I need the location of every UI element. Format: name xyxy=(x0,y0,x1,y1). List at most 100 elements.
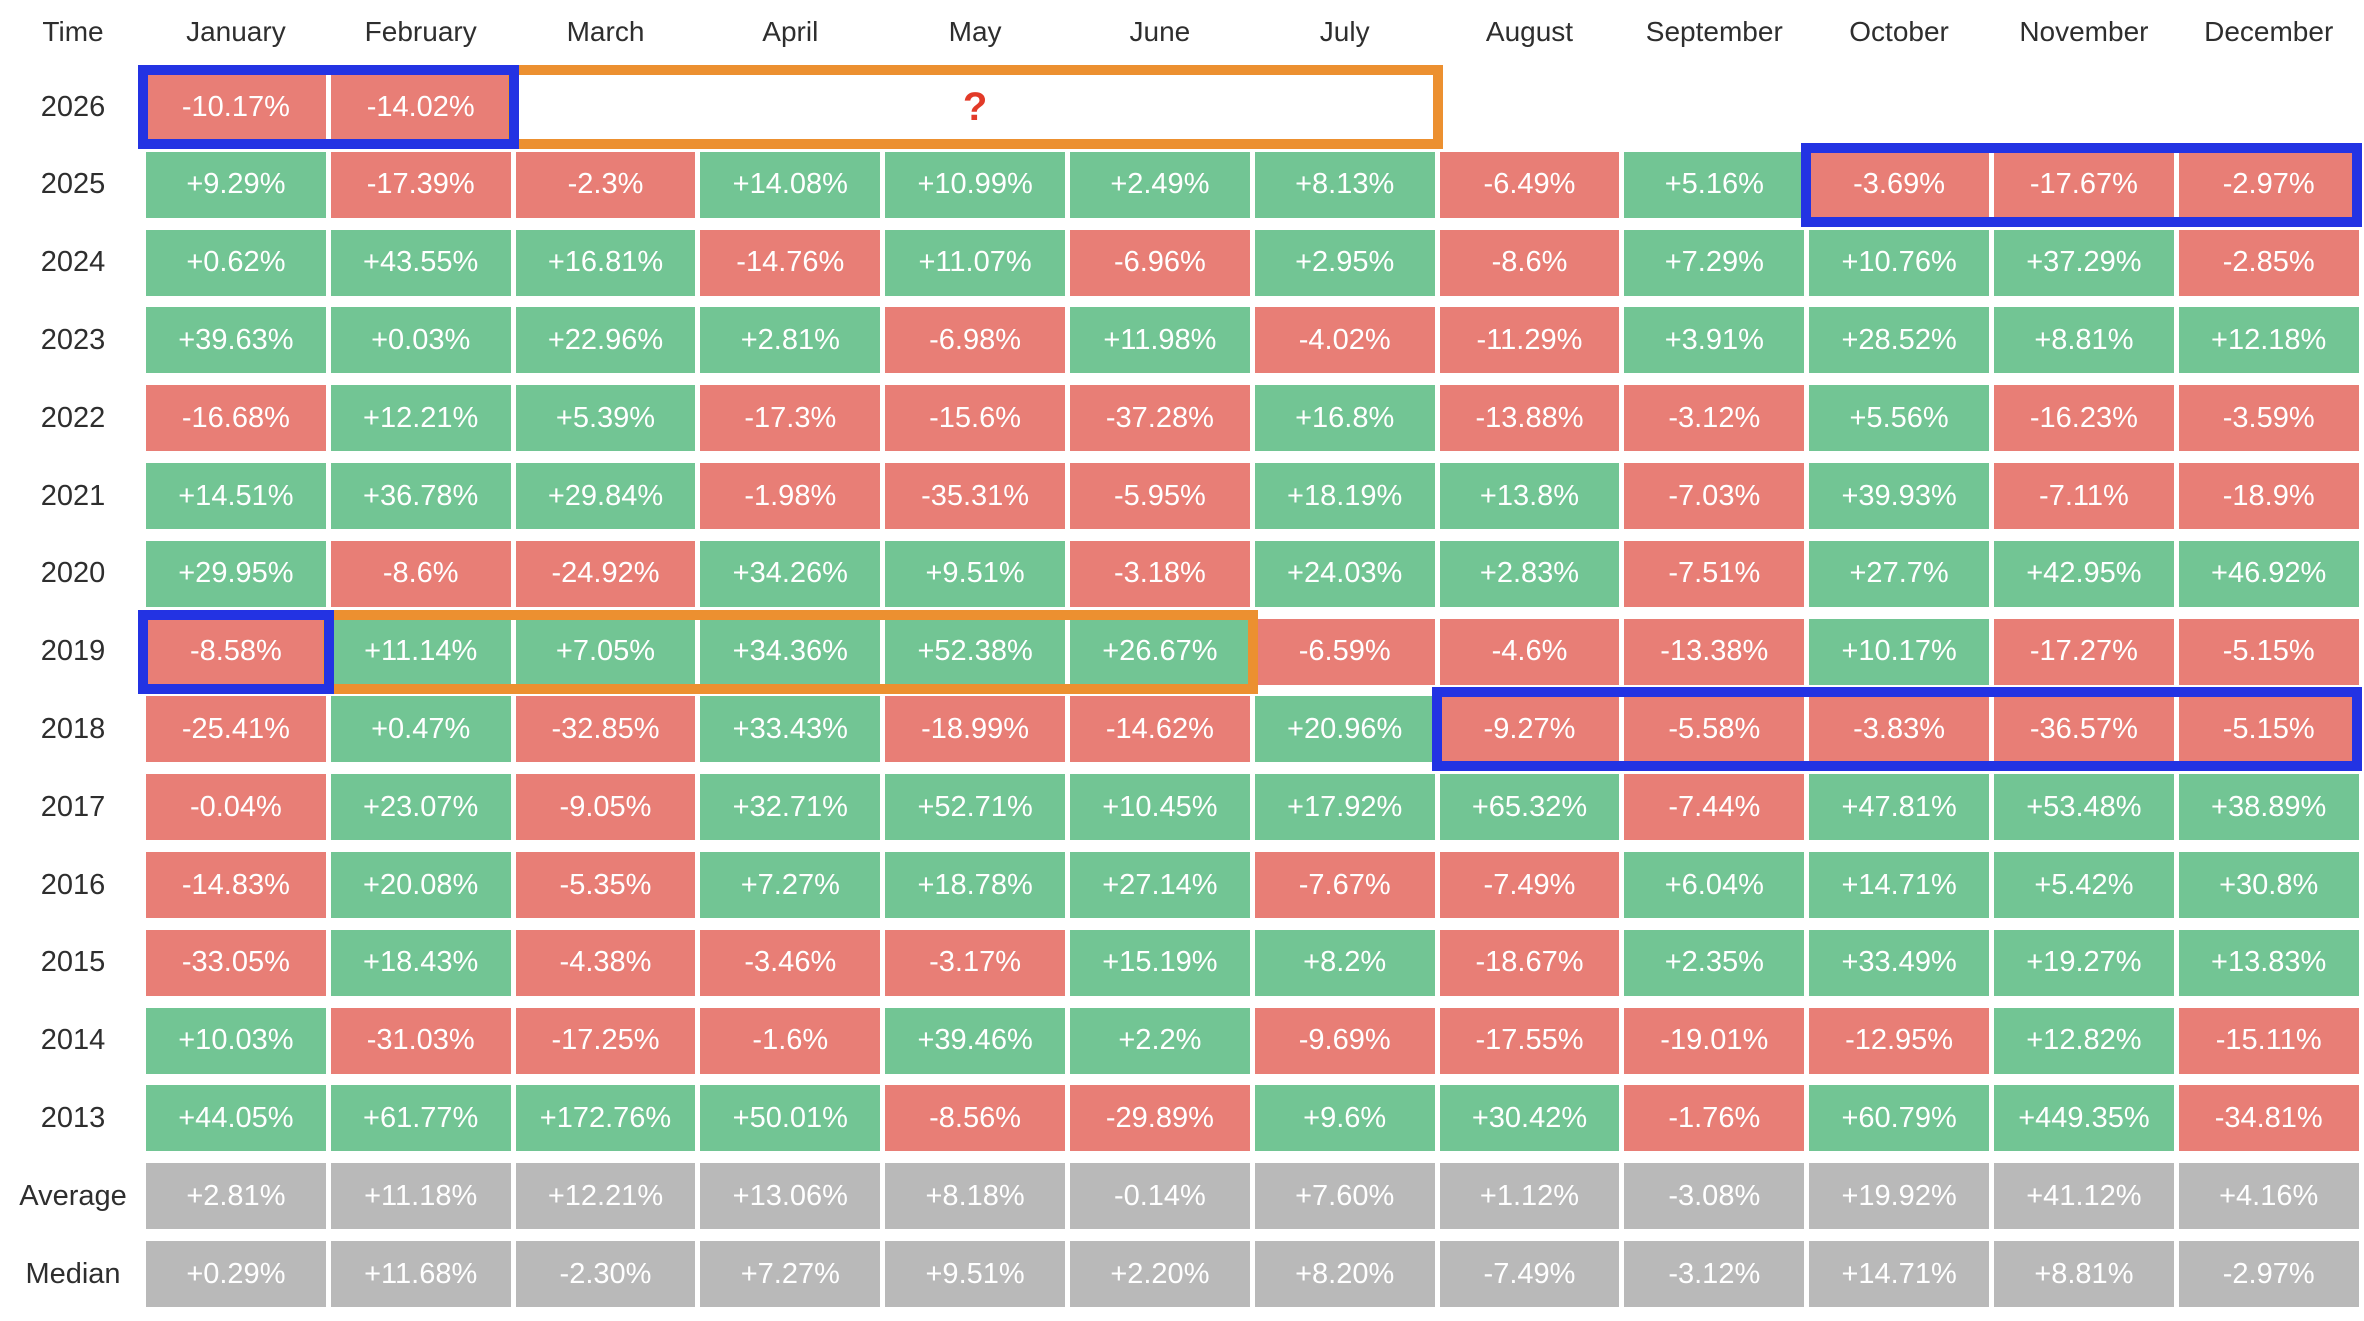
cell-2022-august: -13.88% xyxy=(1439,385,1620,452)
cell-2021-april: -1.98% xyxy=(700,463,881,529)
cell-2017-february: +23.07% xyxy=(330,774,511,841)
cell-median-april: +7.27% xyxy=(700,1241,881,1307)
cell-2023-october: +28.52% xyxy=(1809,307,1989,374)
row-label-2023: 2023 xyxy=(40,323,106,356)
cell-2019-april: +34.36% xyxy=(700,618,881,685)
cell-2021-september: -7.03% xyxy=(1624,463,1805,529)
cell-2014-december: -15.11% xyxy=(2178,1007,2359,1074)
cell-2018-august: -9.27% xyxy=(1439,696,1620,763)
cell-2014-january: +10.03% xyxy=(146,1007,326,1074)
cell-2014-may: +39.46% xyxy=(885,1007,1065,1074)
cell-2013-september: -1.76% xyxy=(1624,1085,1805,1152)
cell-median-may: +9.51% xyxy=(885,1241,1065,1307)
cell-2025-december: -2.97% xyxy=(2178,151,2359,218)
cell-2014-july: -9.69% xyxy=(1254,1007,1435,1074)
highlight-blue-2025-october-december xyxy=(1801,142,2362,227)
cell-2014-september: -19.01% xyxy=(1624,1007,1805,1074)
cell-2022-february: +12.21% xyxy=(330,385,511,452)
cell-2018-april: +33.43% xyxy=(700,696,881,763)
cell-2025-september: +5.16% xyxy=(1624,151,1805,218)
cell-median-december: -2.97% xyxy=(2178,1241,2359,1307)
cell-2020-may: +9.51% xyxy=(885,540,1065,607)
cell-2019-september: -13.38% xyxy=(1624,618,1805,685)
cell-2022-april: -17.3% xyxy=(700,385,881,452)
cell-2018-february: +0.47% xyxy=(330,696,511,763)
cell-2023-july: -4.02% xyxy=(1254,307,1435,374)
cell-2024-february: +43.55% xyxy=(330,229,511,296)
cell-2018-september: -5.58% xyxy=(1624,696,1805,763)
cell-2014-february: -31.03% xyxy=(330,1007,511,1074)
cell-2021-july: +18.19% xyxy=(1254,463,1435,529)
cell-2024-june: -6.96% xyxy=(1070,229,1250,296)
cell-2025-january: +9.29% xyxy=(146,151,326,218)
cell-2025-may: +10.99% xyxy=(885,151,1065,218)
cell-2022-december: -3.59% xyxy=(2178,385,2359,452)
cell-2016-june: +27.14% xyxy=(1070,852,1250,918)
cell-average-november: +41.12% xyxy=(1994,1163,2174,1230)
cell-2021-march: +29.84% xyxy=(515,463,696,529)
cell-2016-october: +14.71% xyxy=(1809,852,1989,918)
highlight-blue-2018-august-december xyxy=(1431,687,2362,772)
cell-2014-november: +12.82% xyxy=(1994,1007,2174,1074)
cell-2018-december: -5.15% xyxy=(2178,696,2359,763)
cell-2013-may: -8.56% xyxy=(885,1085,1065,1152)
cell-2017-july: +17.92% xyxy=(1254,774,1435,841)
cell-2023-august: -11.29% xyxy=(1439,307,1620,374)
cell-2021-february: +36.78% xyxy=(330,463,511,529)
cell-2024-april: -14.76% xyxy=(700,229,881,296)
cell-2022-may: -15.6% xyxy=(885,385,1065,452)
row-label-2018: 2018 xyxy=(40,712,106,745)
cell-2015-february: +18.43% xyxy=(330,929,511,996)
cell-2022-june: -37.28% xyxy=(1070,385,1250,452)
cell-2021-may: -35.31% xyxy=(885,463,1065,529)
cell-average-july: +7.60% xyxy=(1254,1163,1435,1230)
cell-2021-january: +14.51% xyxy=(146,463,326,529)
cell-median-january: +0.29% xyxy=(146,1241,326,1307)
cell-2016-july: -7.67% xyxy=(1254,852,1435,918)
cell-2015-november: +19.27% xyxy=(1994,929,2174,996)
cell-2016-december: +30.8% xyxy=(2178,852,2359,918)
cell-2013-july: +9.6% xyxy=(1254,1085,1435,1152)
cell-2015-june: +15.19% xyxy=(1070,929,1250,996)
cell-2020-august: +2.83% xyxy=(1439,540,1620,607)
column-header-september: September xyxy=(1645,16,1783,47)
cell-2016-april: +7.27% xyxy=(700,852,881,918)
cell-2024-july: +2.95% xyxy=(1254,229,1435,296)
column-header-june: June xyxy=(1129,16,1191,47)
cell-2016-september: +6.04% xyxy=(1624,852,1805,918)
cell-2013-november: +449.35% xyxy=(1994,1085,2174,1152)
cell-2019-july: -6.59% xyxy=(1254,618,1435,685)
cell-average-august: +1.12% xyxy=(1439,1163,1620,1230)
cell-median-september: -3.12% xyxy=(1624,1241,1805,1307)
cell-2025-october: -3.69% xyxy=(1809,151,1989,218)
cell-2021-june: -5.95% xyxy=(1070,463,1250,529)
cell-2015-july: +8.2% xyxy=(1254,929,1435,996)
cell-2024-november: +37.29% xyxy=(1994,229,2174,296)
cell-median-march: -2.30% xyxy=(515,1241,696,1307)
cell-2013-august: +30.42% xyxy=(1439,1085,1620,1152)
cell-2020-april: +34.26% xyxy=(700,540,881,607)
cell-2017-may: +52.71% xyxy=(885,774,1065,841)
cell-2024-march: +16.81% xyxy=(515,229,696,296)
cell-2024-january: +0.62% xyxy=(146,229,326,296)
question-mark: ? xyxy=(962,85,988,129)
cell-average-april: +13.06% xyxy=(700,1163,881,1230)
cell-2015-may: -3.17% xyxy=(885,929,1065,996)
cell-2019-november: -17.27% xyxy=(1994,618,2174,685)
cell-2018-november: -36.57% xyxy=(1994,696,2174,763)
cell-median-november: +8.81% xyxy=(1994,1241,2174,1307)
cell-average-june: -0.14% xyxy=(1070,1163,1250,1230)
cell-2023-april: +2.81% xyxy=(700,307,881,374)
cell-2017-april: +32.71% xyxy=(700,774,881,841)
row-label-median: Median xyxy=(25,1257,121,1290)
cell-2026-february: -14.02% xyxy=(330,74,511,140)
cell-2023-september: +3.91% xyxy=(1624,307,1805,374)
cell-2023-january: +39.63% xyxy=(146,307,326,374)
cell-2019-march: +7.05% xyxy=(515,618,696,685)
cell-2022-november: -16.23% xyxy=(1994,385,2174,452)
cell-average-october: +19.92% xyxy=(1809,1163,1989,1230)
cell-average-may: +8.18% xyxy=(885,1163,1065,1230)
cell-2017-january: -0.04% xyxy=(146,774,326,841)
cell-2015-april: -3.46% xyxy=(700,929,881,996)
cell-2025-july: +8.13% xyxy=(1254,151,1435,218)
